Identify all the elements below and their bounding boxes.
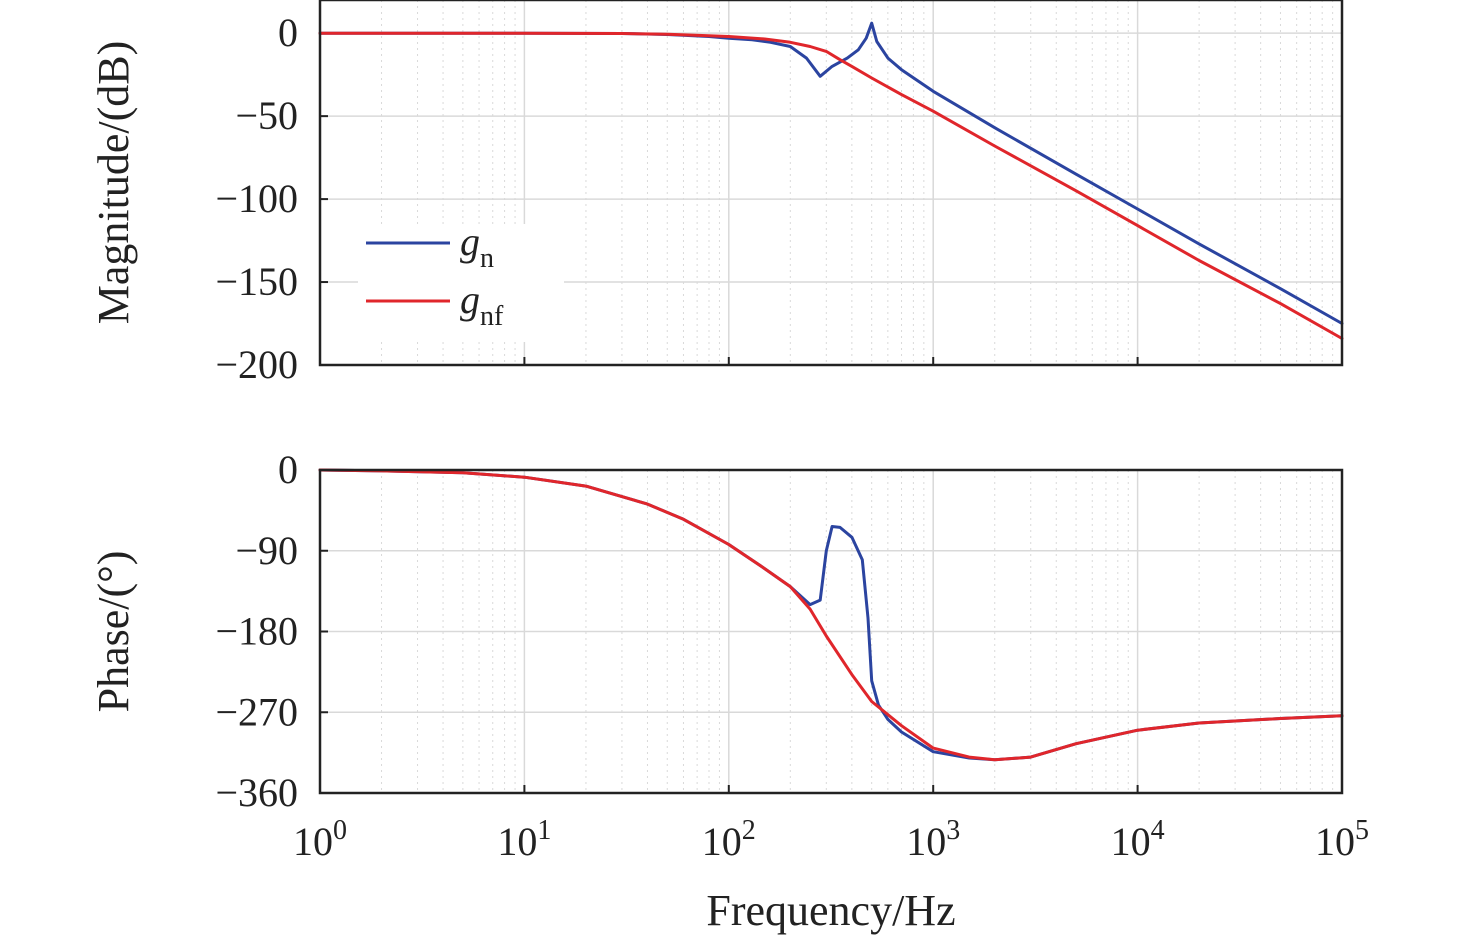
x-tick-label: 104 <box>1111 815 1165 864</box>
legend-label: gnf <box>460 277 504 332</box>
phase-panel: 0 −90 −180 −270 −360 Phase/(°) 100 101 102 103 104… <box>89 447 1369 935</box>
y-tick-label: −50 <box>235 93 298 138</box>
y-tick-label: −360 <box>215 770 298 815</box>
y-axis-title: Phase/(°) <box>89 551 138 713</box>
y-tick-label: 0 <box>278 10 298 55</box>
series-line-gn <box>318 468 1344 762</box>
x-tick-label: 103 <box>906 815 960 864</box>
series-line-gnf <box>318 468 1344 762</box>
y-tick-label: −200 <box>215 342 298 387</box>
axes-frame <box>318 468 1344 795</box>
x-tick-label: 105 <box>1315 815 1369 864</box>
x-tick-label: 102 <box>702 815 756 864</box>
y-tick-label: −100 <box>215 176 298 221</box>
y-tick-label: −270 <box>215 689 298 734</box>
y-tick-label: −90 <box>235 528 298 573</box>
x-axis-title: Frequency/Hz <box>706 886 955 935</box>
series-line-gnf <box>318 31 1344 340</box>
y-tick-label: −150 <box>215 259 298 304</box>
y-tick-label: 0 <box>278 447 298 492</box>
legend-label: gn <box>460 219 494 274</box>
axes-frame <box>318 0 1344 367</box>
y-axis-title: Magnitude/(dB) <box>89 41 138 325</box>
x-tick-label: 100 <box>293 815 347 864</box>
y-tick-label: −180 <box>215 609 298 654</box>
x-tick-label: 101 <box>497 815 551 864</box>
